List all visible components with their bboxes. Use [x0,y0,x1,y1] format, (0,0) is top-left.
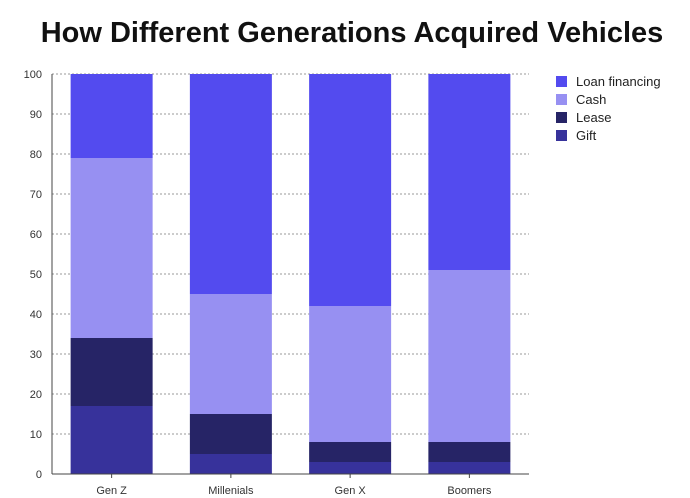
bar-segment-loan-financing [428,74,511,270]
y-tick-label: 50 [30,269,42,281]
y-tick-label: 10 [30,429,42,441]
legend-swatch [556,76,567,87]
bar-segment-gift [428,462,511,474]
x-tick-label: Boomers [447,485,492,497]
x-tick-label: Millenials [208,485,254,497]
legend-label: Cash [576,92,606,107]
y-tick-label: 40 [30,309,42,321]
bar-segment-loan-financing [189,74,272,294]
bar-segment-cash [70,158,153,338]
bar-segment-loan-financing [70,74,153,158]
bar-segment-lease [309,442,392,462]
bar-segment-loan-financing [309,74,392,306]
bar-segment-cash [189,294,272,414]
legend-swatch [556,112,567,123]
chart-title: How Different Generations Acquired Vehic… [41,17,664,49]
bars [70,74,511,474]
bar-segment-gift [70,406,153,474]
y-tick-label: 90 [30,109,42,121]
y-tick-label: 80 [30,149,42,161]
y-tick-label: 60 [30,229,42,241]
legend-swatch [556,130,567,141]
bar-segment-lease [428,442,511,462]
bar-segment-gift [189,454,272,474]
bar-segment-cash [309,306,392,442]
legend-label: Lease [576,110,611,125]
y-tick-label: 70 [30,189,42,201]
y-tick-label: 20 [30,389,42,401]
y-tick-label: 100 [24,69,42,81]
legend-swatch [556,94,567,105]
x-tick-label: Gen X [335,485,367,497]
bar-segment-lease [70,338,153,406]
y-tick-label: 30 [30,349,42,361]
legend-label: Gift [576,128,597,143]
y-tick-label: 0 [36,469,42,481]
bar-segment-lease [189,414,272,454]
x-tick-label: Gen Z [96,485,127,497]
bar-segment-cash [428,270,511,442]
legend-label: Loan financing [576,74,661,89]
legend: Loan financing Cash Lease Gift [556,74,661,143]
bar-segment-gift [309,462,392,474]
axes: 0 10 20 30 40 50 60 70 80 90 100 Gen Z Millenials Gen… [24,69,529,497]
